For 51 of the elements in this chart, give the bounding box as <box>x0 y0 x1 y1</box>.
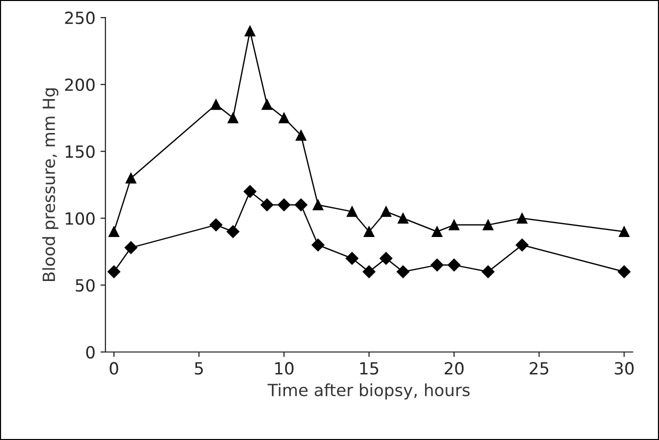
y-tick-label: 100 <box>66 212 95 225</box>
y-tick-label: 150 <box>66 145 95 158</box>
point <box>210 218 222 232</box>
point <box>396 265 410 278</box>
point <box>294 198 308 212</box>
point <box>346 252 358 265</box>
point <box>278 198 290 212</box>
point <box>516 212 528 224</box>
point <box>296 130 306 141</box>
point <box>312 199 324 210</box>
point <box>516 238 529 252</box>
point <box>430 258 444 272</box>
point <box>228 112 238 124</box>
point <box>124 241 138 254</box>
point <box>448 220 460 230</box>
point <box>432 226 442 237</box>
point <box>618 265 631 278</box>
y-tick-label: 50 <box>76 279 95 292</box>
x-tick-label: 30 <box>614 362 634 375</box>
point <box>362 265 376 278</box>
point <box>618 226 630 237</box>
x-tick-label: 0 <box>110 362 118 375</box>
y-tick-label: 250 <box>65 12 95 24</box>
x-axis-title: Time after biopsy, hours <box>268 383 470 400</box>
point <box>262 99 272 110</box>
point <box>482 220 494 230</box>
point <box>312 238 324 252</box>
point <box>260 198 274 212</box>
point <box>244 26 256 36</box>
point <box>364 226 374 237</box>
point <box>482 265 494 278</box>
point <box>126 172 136 184</box>
x-tick-label: 15 <box>360 362 378 375</box>
y-axis-title: Blood pressure, mm Hg <box>42 88 58 282</box>
point <box>278 112 290 124</box>
point <box>380 206 392 217</box>
point <box>226 225 240 238</box>
x-tick-label: 25 <box>530 362 548 375</box>
point <box>210 99 222 110</box>
point <box>108 265 120 278</box>
point <box>380 252 392 265</box>
x-tick-label: 5 <box>194 362 203 375</box>
point <box>398 212 408 224</box>
point <box>244 185 256 198</box>
y-tick-label: 200 <box>65 78 95 92</box>
x-tick-label: 20 <box>444 362 464 375</box>
y-tick-label: 0 <box>86 346 95 359</box>
point <box>346 206 358 217</box>
point <box>448 258 460 272</box>
point <box>108 226 120 237</box>
x-tick-label: 10 <box>275 362 294 375</box>
